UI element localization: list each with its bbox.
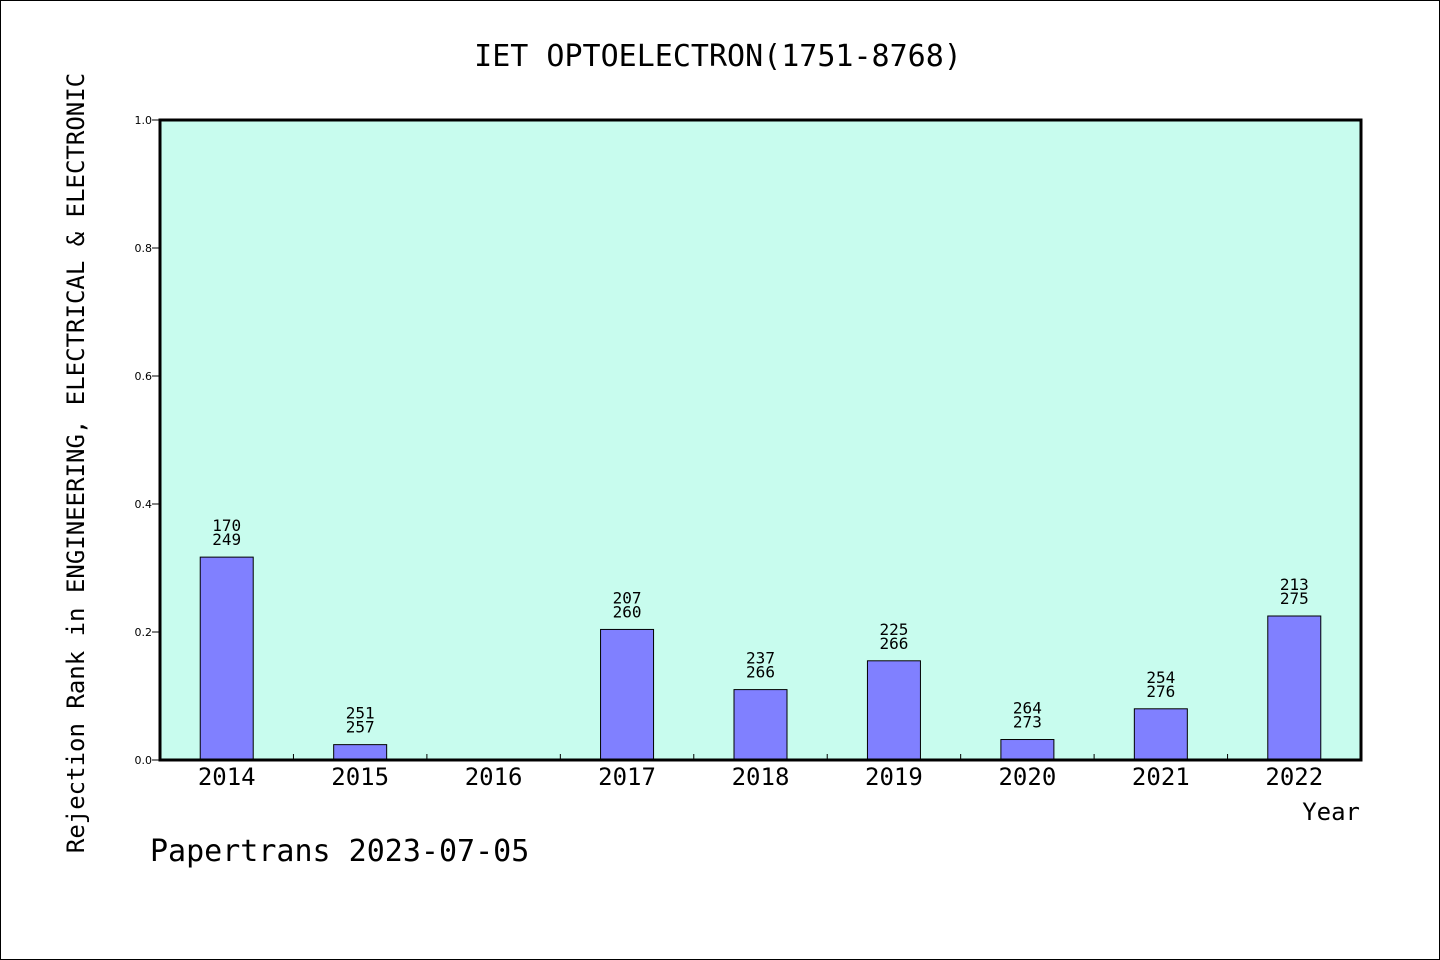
bar-data-label: 254 [1146,668,1175,687]
y-tick-label: 0.2 [135,626,153,639]
plot-border [158,118,1363,762]
bar-data-label: 257 [346,718,375,737]
x-tick-label: 2017 [598,763,656,791]
y-tick-label: 0.8 [135,242,153,255]
y-tick-label: 0.6 [135,370,153,383]
y-tick-label: 0.0 [135,754,153,767]
y-axis-label: Rejection Rank in ENGINEERING, ELECTRICA… [62,73,90,853]
x-tick-label: 2022 [1265,763,1323,791]
x-tick-label: 2020 [998,763,1056,791]
bar [1000,739,1055,761]
x-tick-label: 2019 [865,763,923,791]
bar-data-label: 275 [1280,589,1309,608]
y-axis-ticks: 0.0 0.2 0.4 0.6 0.8 1.0 [135,114,160,767]
bars: 1702492512572072602372662252662642732542… [158,118,1363,762]
bar [600,628,655,761]
x-axis-ticks: 2014 2015 2016 2017 2018 2019 2020 2021 2022 [198,754,1323,791]
x-tick-label: 2018 [732,763,790,791]
footer-note: Papertrans 2023-07-05 [150,834,530,869]
bar-data-label: 249 [212,530,241,549]
bar-data-label: 207 [613,588,642,607]
x-tick-label: 2014 [198,763,256,791]
plot-area [158,118,1363,762]
y-tick-label: 1.0 [135,114,153,127]
bar [1267,615,1322,761]
bar-data-label: 260 [613,602,642,621]
bar-data-label: 251 [346,704,375,723]
bar-data-label: 213 [1280,575,1309,594]
bar [333,744,388,761]
x-axis-label: Year [1302,798,1360,826]
bar-data-label: 237 [746,649,775,668]
bar-data-label: 266 [746,663,775,682]
bar-data-label: 170 [212,516,241,535]
bar [199,556,254,761]
x-tick-label: 2021 [1132,763,1190,791]
y-tick-label: 0.4 [135,498,153,511]
bar-data-label: 273 [1013,713,1042,732]
x-tick-label: 2015 [331,763,389,791]
bar-data-label: 264 [1013,699,1042,718]
chart-title: IET OPTOELECTRON(1751-8768) [474,39,962,74]
bar-data-label: 276 [1146,682,1175,701]
bar [866,660,921,761]
x-tick-label: 2016 [465,763,523,791]
bar [1133,708,1188,761]
bar [733,689,788,761]
bar-data-label: 225 [879,620,908,639]
bar-data-label: 266 [879,634,908,653]
